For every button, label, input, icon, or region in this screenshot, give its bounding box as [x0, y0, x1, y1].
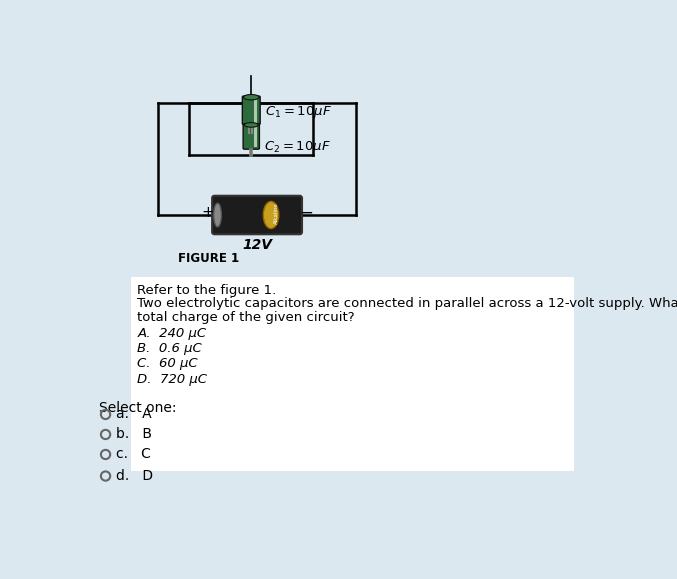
Text: a.   A: a. A — [116, 408, 151, 422]
Ellipse shape — [263, 201, 279, 229]
Text: $C_1 = 10\mu F$: $C_1 = 10\mu F$ — [265, 104, 332, 120]
Bar — [131, 277, 574, 471]
FancyBboxPatch shape — [242, 96, 260, 124]
Ellipse shape — [244, 94, 259, 100]
Text: −: − — [299, 204, 313, 222]
Text: $C_2 = 10\mu F$: $C_2 = 10\mu F$ — [263, 140, 330, 155]
Text: c.   C: c. C — [116, 448, 150, 461]
Text: b.   B: b. B — [116, 427, 152, 441]
Text: A.  240 μC: A. 240 μC — [137, 327, 206, 340]
Text: total charge of the given circuit?: total charge of the given circuit? — [137, 312, 355, 324]
Text: Alkaline: Alkaline — [274, 203, 279, 224]
Text: 12V: 12V — [242, 238, 272, 252]
FancyBboxPatch shape — [243, 124, 259, 149]
Ellipse shape — [244, 123, 258, 127]
Text: Two electrolytic capacitors are connected in parallel across a 12-volt supply. W: Two electrolytic capacitors are connecte… — [137, 298, 677, 310]
Text: d.   D: d. D — [116, 469, 153, 483]
Text: +: + — [202, 205, 215, 220]
Text: C.  60 μC: C. 60 μC — [137, 357, 198, 371]
Text: FIGURE 1: FIGURE 1 — [178, 252, 239, 265]
Text: Refer to the figure 1.: Refer to the figure 1. — [137, 284, 277, 296]
Text: D.  720 μC: D. 720 μC — [137, 373, 207, 386]
Ellipse shape — [214, 203, 221, 227]
Text: Select one:: Select one: — [99, 401, 176, 415]
FancyBboxPatch shape — [212, 196, 302, 234]
Bar — [254, 126, 257, 147]
Bar — [255, 98, 257, 123]
Text: B.  0.6 μC: B. 0.6 μC — [137, 342, 202, 355]
